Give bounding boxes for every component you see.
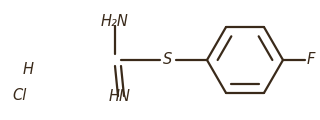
Text: H₂N: H₂N: [101, 14, 129, 29]
Text: F: F: [307, 53, 316, 67]
Text: Cl: Cl: [13, 89, 27, 103]
Text: HN: HN: [109, 89, 131, 104]
Text: H: H: [22, 63, 34, 78]
Text: S: S: [164, 53, 172, 67]
